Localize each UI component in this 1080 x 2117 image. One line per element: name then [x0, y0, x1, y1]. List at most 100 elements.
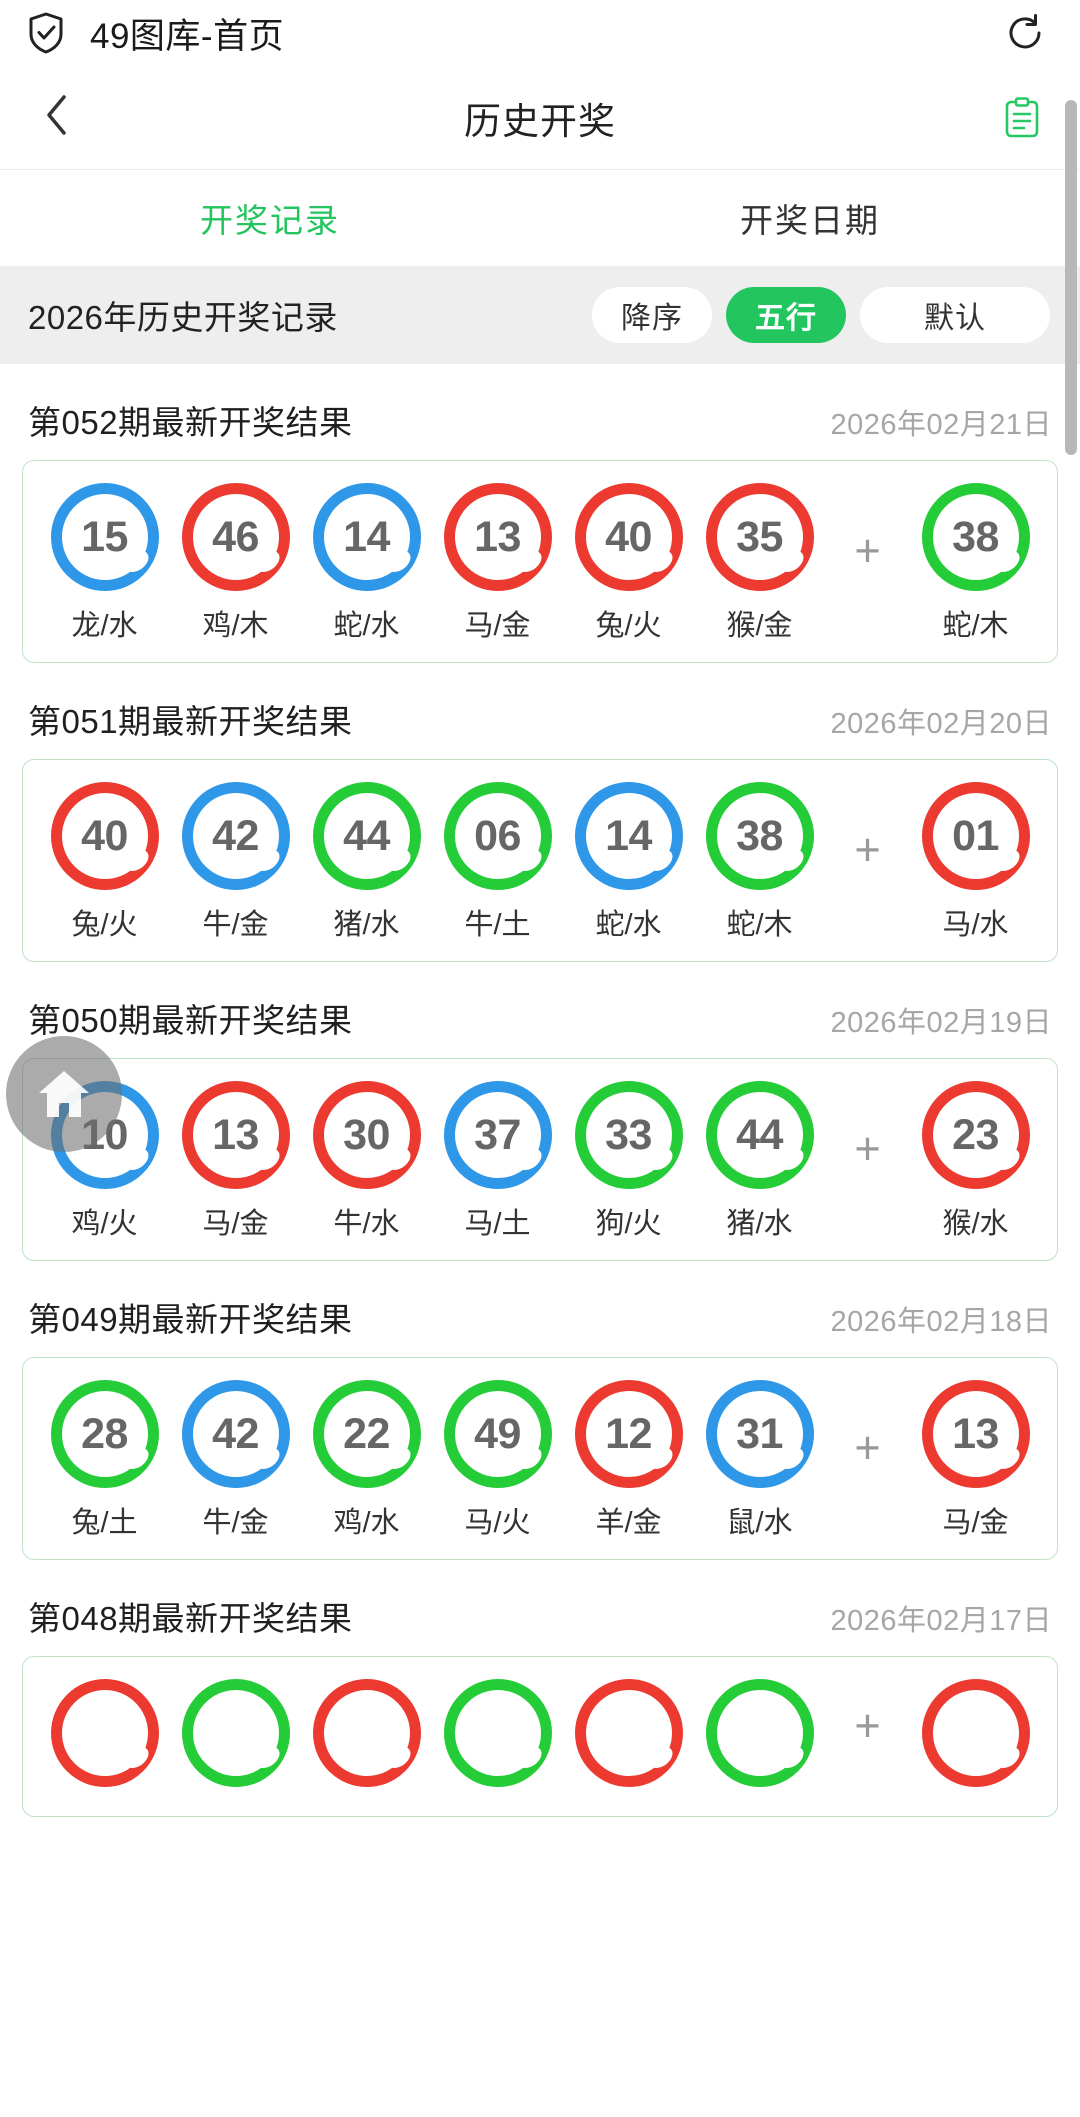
lottery-ball: 28 — [50, 1380, 159, 1488]
scrollbar-track[interactable] — [1065, 70, 1077, 2117]
draw-ball — [39, 1679, 170, 1798]
main-ball-group: 28 兔/土 42 牛/金 22 鸡/水 49 马/火 12 羊/金 31 鼠/水 — [39, 1380, 825, 1541]
draw-ball: 28 兔/土 — [39, 1380, 170, 1541]
lottery-ball: 23 — [921, 1081, 1030, 1189]
ball-zodiac-element-label: 马/金 — [464, 610, 531, 642]
ball-zodiac-element-label: 蛇/水 — [333, 610, 400, 642]
ball-number: 06 — [474, 811, 521, 860]
draw-ball: 40 兔/火 — [39, 782, 170, 943]
ball-number: 37 — [474, 1110, 521, 1159]
special-ball: 38 蛇/木 — [910, 483, 1041, 644]
draw-balls-card[interactable]: + — [22, 1656, 1058, 1817]
ball-zodiac-element-label: 鸡/火 — [71, 1208, 138, 1240]
ball-zodiac-element-label: 牛/金 — [202, 1507, 269, 1539]
ball-number: 14 — [605, 811, 652, 860]
chip-wuxing[interactable]: 五行 — [726, 287, 846, 343]
lottery-ball: 31 — [705, 1380, 814, 1488]
draw-ball: 44 猪/水 — [694, 1081, 825, 1242]
ball-number: 38 — [952, 512, 999, 561]
draw-ball: 30 牛/水 — [301, 1081, 432, 1242]
draw-ball: 44 猪/水 — [301, 782, 432, 943]
main-ball-group: 40 兔/火 42 牛/金 44 猪/水 06 牛/土 14 蛇/水 38 蛇/木 — [39, 782, 825, 943]
ball-highlight-icon — [121, 1742, 152, 1773]
lottery-ball: 42 — [181, 1380, 290, 1488]
draw-balls-card[interactable]: 15 龙/水 46 鸡/木 14 蛇/水 13 马/金 40 兔/火 35 猴/金 +38 蛇/木 — [22, 460, 1058, 663]
lottery-ball: 44 — [705, 1081, 814, 1189]
lottery-ball: 46 — [181, 483, 290, 591]
draw-ball: 38 蛇/木 — [694, 782, 825, 943]
ball-zodiac-element-label: 马/火 — [464, 1507, 531, 1539]
ball-zodiac-element-label: 牛/水 — [333, 1208, 400, 1240]
draw-ball: 35 猴/金 — [694, 483, 825, 644]
draw-date-label: 2026年02月21日 — [830, 409, 1052, 441]
draw-ball: 06 牛/土 — [432, 782, 563, 943]
draw-ball: 13 马/金 — [432, 483, 563, 644]
lottery-ball: 13 — [443, 483, 552, 591]
ball-zodiac-element-label: 兔/火 — [595, 610, 662, 642]
draw-meta: 第050期最新开奖结果 2026年02月19日 — [22, 984, 1058, 1058]
filter-chip-group: 降序 五行 默认 — [592, 287, 1050, 343]
ball-number: 12 — [605, 1409, 652, 1458]
lottery-ball: 42 — [181, 782, 290, 890]
chevron-left-icon[interactable] — [40, 92, 74, 143]
ball-zodiac-element-label: 马/金 — [202, 1208, 269, 1240]
chip-sort-descending[interactable]: 降序 — [592, 287, 712, 343]
draw-block: 第049期最新开奖结果 2026年02月18日 28 兔/土 42 牛/金 22 鸡/水 49 马… — [22, 1261, 1058, 1560]
ball-number: 28 — [81, 1409, 128, 1458]
draw-meta: 第052期最新开奖结果 2026年02月21日 — [22, 386, 1058, 460]
ball-zodiac-element-label: 猴/金 — [726, 610, 793, 642]
draw-date-label: 2026年02月17日 — [830, 1605, 1052, 1637]
draw-block: 第050期最新开奖结果2026年02月19日10鸡/火13马/金30牛/水37马… — [22, 962, 1058, 1261]
draw-ball: 49 马/火 — [432, 1380, 563, 1541]
header-action-button[interactable] — [1002, 96, 1042, 139]
ball-number: 42 — [212, 1409, 259, 1458]
ball-highlight-icon — [383, 1742, 414, 1773]
draw-meta: 第051期最新开奖结果 2026年02月20日 — [22, 685, 1058, 759]
draw-date-label: 2026年02月19日 — [830, 1007, 1052, 1039]
lottery-ball: 13 — [921, 1380, 1030, 1488]
lottery-ball: 38 — [921, 483, 1030, 591]
draw-balls-card[interactable]: 28 兔/土 42 牛/金 22 鸡/水 49 马/火 12 羊/金 31 鼠/水 +13 马/金 — [22, 1357, 1058, 1560]
ball-zodiac-element-label: 鼠/水 — [726, 1507, 793, 1539]
lottery-ball: 49 — [443, 1380, 552, 1488]
special-ball-group: 13 马/金 — [910, 1380, 1041, 1541]
chip-default[interactable]: 默认 — [860, 287, 1050, 343]
ball-zodiac-element-label: 龙/水 — [71, 610, 138, 642]
draw-block: 第052期最新开奖结果 2026年02月21日 15 龙/水 46 鸡/木 14 蛇/水 13 马… — [22, 364, 1058, 663]
ball-zodiac-element-label: 牛/金 — [202, 909, 269, 941]
plus-separator: + — [854, 823, 881, 875]
draw-meta: 第049期最新开奖结果 2026年02月18日 — [22, 1283, 1058, 1357]
ball-zodiac-element-label: 马/土 — [464, 1208, 531, 1240]
tab-draw-records[interactable]: 开奖记录 — [200, 202, 340, 239]
tab-draw-dates[interactable]: 开奖日期 — [740, 202, 880, 239]
page-title: 历史开奖 — [464, 100, 616, 142]
ball-number: 40 — [81, 811, 128, 860]
draw-issue-label: 第048期最新开奖结果 — [28, 1600, 353, 1637]
lottery-ball: 40 — [574, 483, 683, 591]
topbar-identity: 49图库-首页 — [26, 8, 284, 59]
ball-number: 13 — [212, 1110, 259, 1159]
main-ball-group: 15 龙/水 46 鸡/木 14 蛇/水 13 马/金 40 兔/火 35 猴/金 — [39, 483, 825, 644]
draw-balls-card[interactable]: 40 兔/火 42 牛/金 44 猪/水 06 牛/土 14 蛇/水 38 蛇/木 +01 马/水 — [22, 759, 1058, 962]
ball-number: 44 — [736, 1110, 783, 1159]
ball-zodiac-element-label: 蛇/水 — [595, 909, 662, 941]
floating-home-button[interactable] — [6, 1036, 122, 1152]
lottery-ball: 12 — [574, 1380, 683, 1488]
ball-number: 49 — [474, 1409, 521, 1458]
draw-ball — [563, 1679, 694, 1798]
ball-zodiac-element-label: 蛇/木 — [942, 610, 1009, 642]
refresh-icon[interactable] — [1004, 12, 1046, 54]
draw-block: 第051期最新开奖结果 2026年02月20日 40 兔/火 42 牛/金 44 猪/水 06 牛… — [22, 663, 1058, 962]
ball-zodiac-element-label: 羊/金 — [595, 1507, 662, 1539]
special-ball: 13 马/金 — [910, 1380, 1041, 1541]
scrollbar-thumb[interactable] — [1065, 100, 1077, 455]
filter-title: 2026年历史开奖记录 — [28, 299, 338, 336]
filter-bar: 2026年历史开奖记录 降序 五行 默认 — [0, 266, 1080, 364]
lottery-ball: 01 — [921, 782, 1030, 890]
draw-ball: 13 马/金 — [170, 1081, 301, 1242]
ball-number: 14 — [343, 512, 390, 561]
ball-zodiac-element-label: 牛/土 — [464, 909, 531, 941]
ball-zodiac-element-label: 马/金 — [942, 1507, 1009, 1539]
